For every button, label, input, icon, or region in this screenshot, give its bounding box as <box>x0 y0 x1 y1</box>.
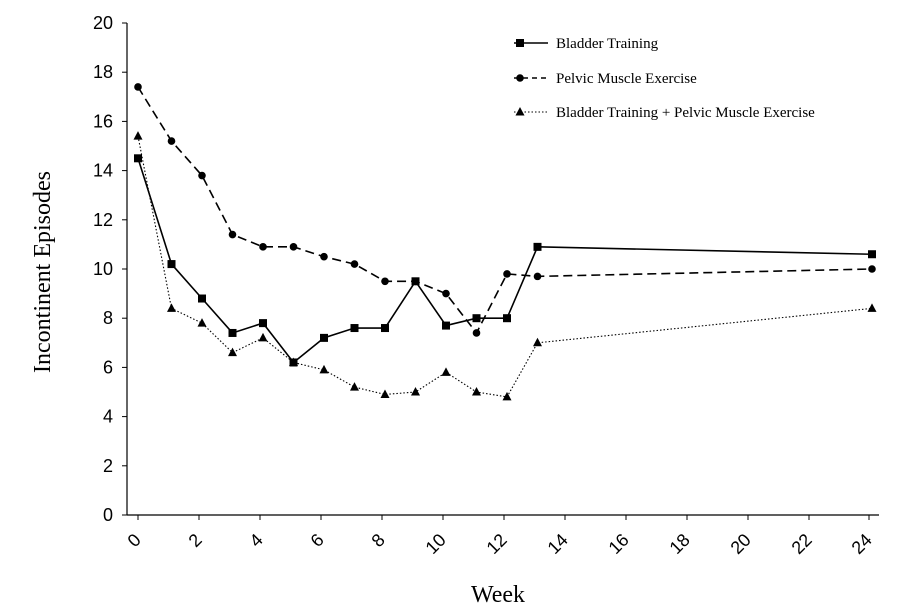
triangle-marker <box>289 357 298 366</box>
circle-marker <box>167 137 176 145</box>
chart-legend: Bladder Training Pelvic Muscle Exercise Bl… <box>514 36 815 121</box>
x-tick-label: 2 <box>185 530 206 551</box>
series-line <box>137 86 873 335</box>
triangle-marker <box>867 303 877 312</box>
triangle-marker <box>472 387 481 396</box>
circle-marker <box>442 289 450 298</box>
square-marker <box>134 154 142 163</box>
square-marker <box>533 242 542 251</box>
circle-marker <box>868 265 876 273</box>
series-line <box>137 158 873 364</box>
y-tick-label: 20 <box>93 13 113 33</box>
y-tick-label: 12 <box>93 210 113 230</box>
square-marker <box>381 324 389 333</box>
series-line <box>137 136 873 398</box>
x-tick-label: 6 <box>307 530 328 551</box>
circle-marker <box>533 272 542 281</box>
y-tick-label: 16 <box>93 111 113 131</box>
legend-item: Pelvic Muscle Exercise <box>514 71 697 87</box>
legend-label: Bladder Training <box>556 36 659 52</box>
triangle-marker <box>533 337 542 347</box>
triangle-marker <box>411 387 420 396</box>
y-tick-label: 18 <box>93 62 113 82</box>
circle-marker <box>134 83 142 91</box>
legend-item: Bladder Training + Pelvic Muscle Exercis… <box>514 105 815 121</box>
circle-marker <box>411 277 420 286</box>
y-tick-label: 0 <box>103 505 113 525</box>
circle-marker <box>381 277 389 286</box>
x-axis-title: Week <box>471 582 525 608</box>
legend-label: Bladder Training + Pelvic Muscle Exercis… <box>556 105 815 121</box>
triangle-marker <box>167 303 176 312</box>
square-marker <box>198 294 206 303</box>
triangle-marker <box>441 367 451 376</box>
square-marker <box>868 250 876 259</box>
circle-marker <box>472 329 481 337</box>
series-square <box>134 154 876 367</box>
circle-marker <box>503 270 511 278</box>
triangle-marker <box>258 332 268 342</box>
x-tick-label: 18 <box>666 530 694 558</box>
triangle-marker <box>228 347 237 357</box>
x-tick-label: 22 <box>788 530 816 558</box>
x-tick-label: 4 <box>246 530 267 551</box>
circle-marker <box>228 230 237 239</box>
y-tick-label: 2 <box>103 456 113 476</box>
legend-item: Bladder Training <box>514 36 659 52</box>
square-marker <box>320 333 328 342</box>
circle-marker <box>350 260 359 268</box>
square-marker <box>472 314 481 323</box>
triangle-marker <box>319 364 329 374</box>
x-tick-label: 12 <box>483 530 511 558</box>
square-marker <box>503 314 511 323</box>
x-tick-label: 14 <box>544 530 572 558</box>
triangle-marker <box>133 131 143 140</box>
y-tick-label: 8 <box>103 308 113 328</box>
x-tick-label: 24 <box>848 530 876 558</box>
series-triangle <box>133 131 877 401</box>
x-tick-label: 8 <box>368 530 389 551</box>
square-marker <box>167 260 176 269</box>
circle-marker <box>320 252 328 261</box>
triangle-marker <box>502 391 512 401</box>
circle-marker <box>259 243 267 251</box>
x-tick-label: 16 <box>605 530 633 558</box>
y-tick-label: 6 <box>103 357 113 377</box>
circle-marker <box>289 243 298 251</box>
x-tick-label: 10 <box>422 530 450 558</box>
circle-marker <box>516 74 524 82</box>
square-marker <box>442 321 450 330</box>
square-marker <box>350 324 359 333</box>
y-tick-label: 4 <box>103 407 113 427</box>
triangle-marker <box>380 389 390 398</box>
triangle-marker <box>350 382 359 391</box>
triangle-marker <box>515 107 525 116</box>
x-tick-label: 20 <box>727 530 755 558</box>
square-marker <box>516 39 524 47</box>
x-tick-label: 0 <box>124 530 145 551</box>
y-tick-label: 14 <box>93 161 113 181</box>
y-axis-title: Incontinent Episodes <box>30 171 56 373</box>
y-tick-label: 10 <box>93 259 113 279</box>
chart-series <box>133 83 877 401</box>
square-marker <box>259 319 267 328</box>
square-marker <box>228 328 237 337</box>
circle-marker <box>198 171 206 180</box>
series-circle <box>134 83 876 337</box>
triangle-marker <box>197 318 207 327</box>
legend-label: Pelvic Muscle Exercise <box>556 71 697 87</box>
